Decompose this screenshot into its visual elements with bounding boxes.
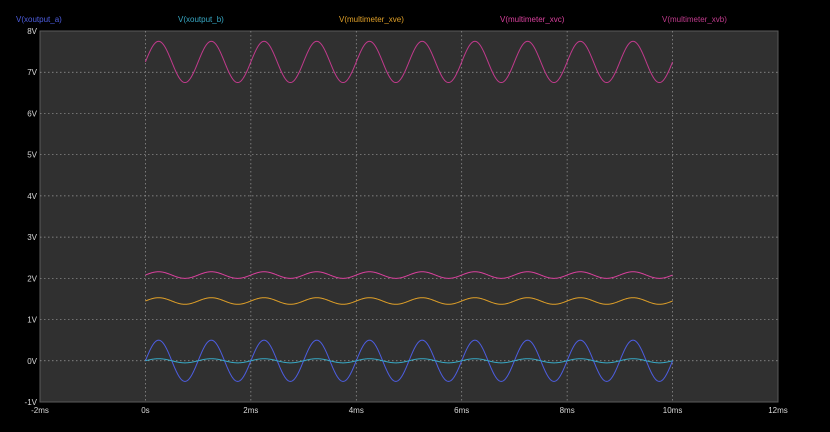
y-tick-label: 7V [27,68,37,77]
x-tick-label: 6ms [454,406,469,415]
trace-v-multimeter-xve[interactable] [145,297,673,305]
legend-entry[interactable]: V(xoutput_b) [178,15,224,24]
y-tick-label: 0V [27,357,37,366]
y-tick-label: 4V [27,192,37,201]
y-axis-tick-labels: -1V 0V 1V 2V 3V 4V 5V 6V 7V 8V [25,27,38,407]
y-tick-label: 8V [27,27,37,36]
x-tick-label: -2ms [31,406,49,415]
trace-v-xoutput-b[interactable] [145,358,673,364]
legend-entry[interactable]: V(multimeter_xvb) [662,15,727,24]
y-tick-label: -1V [25,398,38,407]
trace-legend: V(xoutput_a) V(xoutput_b) V(multimeter_xve… [16,15,727,24]
plot-area[interactable] [39,30,779,403]
x-tick-label: 0s [141,406,149,415]
x-tick-label: 2ms [243,406,258,415]
x-tick-label: 4ms [349,406,364,415]
y-tick-label: 1V [27,316,37,325]
trace-v-multimeter-xvc[interactable] [145,271,673,279]
trace-v-multimeter-xvb[interactable] [144,40,674,84]
y-tick-label: 5V [27,151,37,160]
legend-entry[interactable]: V(xoutput_a) [16,15,62,24]
x-tick-label: 8ms [560,406,575,415]
x-axis-tick-labels: -2ms 0s 2ms 4ms 6ms 8ms 10ms 12ms [31,406,788,415]
legend-entry[interactable]: V(multimeter_xve) [339,15,404,24]
y-tick-label: 3V [27,233,37,242]
y-tick-label: 2V [27,274,37,283]
legend-entry[interactable]: V(multimeter_xvc) [500,15,565,24]
x-tick-label: 12ms [768,406,788,415]
x-tick-label: 10ms [663,406,683,415]
y-tick-label: 6V [27,109,37,118]
waveform-traces [144,40,674,382]
